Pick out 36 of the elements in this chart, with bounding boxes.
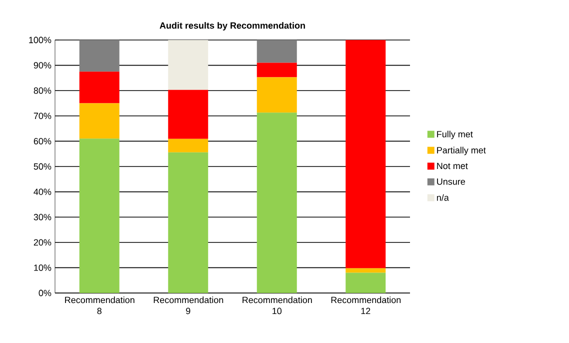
bar (168, 152, 208, 293)
y-tick-label: 90% (34, 62, 52, 68)
bar (346, 268, 386, 273)
y-tick-label: 30% (34, 214, 52, 220)
bar (256, 112, 297, 293)
y-tick-label: 50% (34, 163, 52, 170)
y-tick-label: 0% (38, 290, 52, 296)
y-tick-label: 70% (34, 112, 52, 120)
y-tick-label: 100% (29, 36, 52, 44)
legend-label: Unsure (437, 178, 466, 185)
x-tick-label: Recommendation 8 (65, 296, 134, 314)
y-tick-label: 10% (34, 264, 52, 271)
y-tick-label: 80% (34, 87, 52, 94)
legend-label: n/a (437, 194, 449, 201)
bar (168, 138, 208, 152)
bar (168, 90, 208, 139)
legend-label: Partially met (437, 146, 486, 156)
bar (346, 272, 386, 293)
bar (79, 103, 120, 139)
bar (346, 40, 386, 268)
y-tick-label: 20% (34, 239, 52, 246)
y-tick-label: 60% (34, 138, 52, 144)
x-tick-label: Recommendation 9 (154, 296, 224, 314)
bar (256, 77, 297, 113)
legend-label: Not met (437, 162, 468, 170)
bar (79, 72, 120, 104)
bar (168, 40, 208, 90)
x-tick-label: Recommendation 12 (331, 296, 401, 314)
bar (256, 40, 297, 63)
bar (256, 62, 297, 78)
x-tick-label: Recommendation 10 (242, 296, 312, 314)
legend-label: Fully met (437, 130, 473, 140)
bar (79, 40, 120, 72)
chart-title: Audit results by Recommendation (160, 22, 305, 30)
y-tick-label: 40% (34, 188, 52, 195)
bar (79, 138, 120, 293)
